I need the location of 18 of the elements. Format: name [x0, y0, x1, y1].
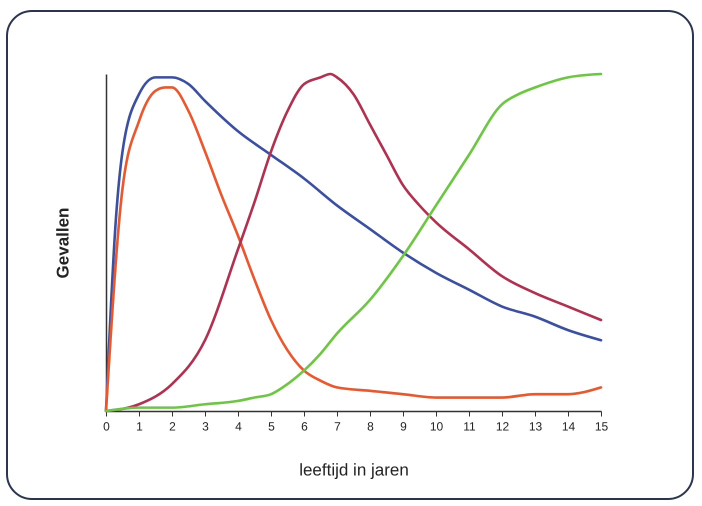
x-tick-label: 10	[430, 420, 444, 434]
x-tick-label: 6	[301, 420, 308, 434]
x-tick-label: 0	[103, 420, 110, 434]
x-tick-label: 12	[496, 420, 510, 434]
x-tick-label: 8	[367, 420, 374, 434]
x-tick-label: 2	[169, 420, 176, 434]
y-axis-title: Gevallen	[54, 208, 72, 278]
x-tick-label: 9	[400, 420, 408, 434]
x-tick-label: 13	[528, 420, 542, 434]
x-tick-label: 5	[268, 420, 276, 434]
x-tick-label: 7	[334, 420, 342, 434]
x-axis-title: leeftijd in jaren	[299, 460, 409, 480]
x-tick-label: 1	[136, 420, 144, 434]
x-tick-label: 4	[235, 420, 242, 434]
x-tick-label: 15	[594, 420, 608, 434]
x-tick-label: 14	[562, 420, 576, 434]
x-tick-label: 3	[202, 420, 210, 434]
x-tick-label: 11	[463, 420, 476, 434]
